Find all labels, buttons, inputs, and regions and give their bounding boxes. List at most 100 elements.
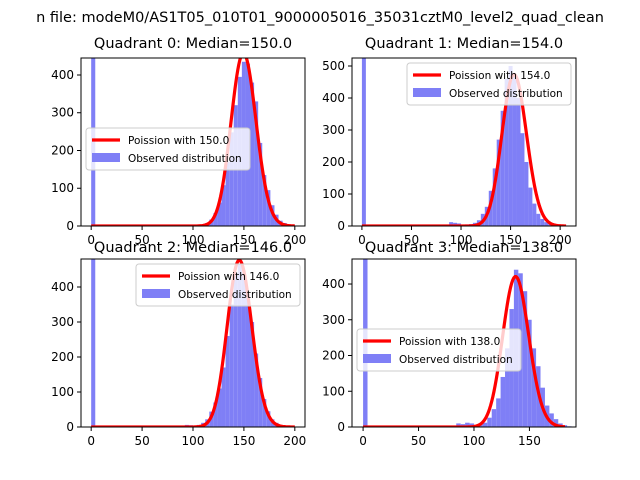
histogram-bar: [531, 348, 537, 427]
y-tick-label: 0: [337, 420, 345, 434]
subplot-title-1: Quadrant 1: Median=154.0: [365, 36, 563, 52]
histogram-bar: [520, 133, 525, 226]
histogram-bar: [549, 413, 554, 427]
figure-suptitle: n file: modeM0/AS1T05_010T01_9000005016_…: [36, 10, 604, 26]
histogram-bar: [254, 353, 259, 427]
x-tick-label: 50: [404, 233, 419, 247]
x-tick-label: 50: [411, 434, 426, 448]
y-tick-label: 400: [322, 91, 345, 105]
histogram-zero-bar: [91, 259, 96, 427]
histogram-bar: [487, 417, 492, 427]
x-tick-label: 100: [450, 233, 473, 247]
x-tick-label: 150: [232, 434, 255, 448]
histogram-bar: [512, 75, 517, 226]
histogram-bar: [449, 222, 454, 226]
histogram-bar: [245, 294, 251, 427]
histogram-bar: [237, 264, 242, 427]
x-tick-label: 100: [463, 434, 486, 448]
histogram-bar: [508, 66, 513, 226]
histogram-bar: [528, 187, 533, 226]
histogram-bar: [213, 402, 218, 427]
histogram-bar: [229, 304, 234, 427]
y-tick-label: 300: [51, 106, 74, 120]
y-tick-label: 200: [322, 349, 345, 363]
histogram-bar: [258, 142, 263, 226]
legend-box: [356, 328, 522, 372]
y-tick-label: 400: [322, 277, 345, 291]
subplot-title-3: Quadrant 3: Median=138.0: [365, 240, 563, 256]
x-tick-label: 0: [358, 233, 366, 247]
x-tick-label: 200: [549, 233, 572, 247]
histogram-bar: [213, 213, 218, 226]
subplot-quadrant-3: Quadrant 3: Median=138.0 0 50 100 150 0 100 20…: [322, 240, 577, 448]
histogram-bar: [500, 376, 506, 427]
legend: Poission with 150.0 Observed distribution: [85, 127, 251, 171]
histogram-bar: [491, 409, 497, 427]
histogram-bar: [505, 348, 510, 427]
histogram-bar: [217, 388, 222, 427]
histogram-bar: [540, 218, 545, 226]
y-tick-label: 300: [322, 123, 345, 137]
legend-hist-swatch: [92, 153, 120, 162]
y-tick-label: 200: [51, 143, 74, 157]
histogram-bar: [229, 132, 234, 226]
legend-curve-label: Poission with 146.0: [178, 271, 279, 283]
histogram-bar: [536, 213, 541, 226]
y-tick-label: 0: [66, 420, 74, 434]
y-tick-label: 100: [51, 385, 74, 399]
legend-hist-swatch: [363, 354, 391, 363]
histogram-bar: [241, 273, 246, 427]
y-tick-label: 0: [337, 219, 345, 233]
x-tick-label: 50: [134, 233, 149, 247]
histogram-bar: [527, 319, 532, 427]
histogram-bar: [500, 110, 505, 226]
histogram-bar: [504, 78, 509, 226]
legend-box: [85, 127, 251, 171]
legend-box: [406, 62, 572, 106]
y-tick-label: 400: [51, 68, 74, 82]
histogram-bar: [262, 399, 267, 427]
x-tick-label: 200: [283, 434, 306, 448]
legend-hist-swatch: [142, 289, 170, 298]
legend: Poission with 154.0 Observed distribution: [406, 62, 572, 106]
histogram-bar: [532, 203, 537, 226]
legend-hist-label: Observed distribution: [128, 153, 242, 165]
legend: Poission with 138.0 Observed distribution: [356, 328, 522, 372]
histogram-bar: [522, 291, 528, 427]
subplot-quadrant-1: Quadrant 1: Median=154.0 0 50 100 150 200 0 10…: [322, 36, 577, 247]
legend-hist-swatch: [413, 88, 441, 97]
x-tick-label: 200: [283, 233, 306, 247]
histogram-bar: [262, 175, 267, 226]
histogram-bar: [221, 367, 226, 427]
histogram-bar: [524, 162, 529, 226]
histogram-bar: [496, 398, 501, 427]
histogram-bar: [492, 168, 497, 226]
histogram-bar: [266, 190, 271, 226]
legend-curve-label: Poission with 150.0: [128, 135, 229, 147]
legend-curve-label: Poission with 138.0: [399, 336, 500, 348]
histogram-bar: [266, 411, 271, 427]
legend-box: [135, 263, 301, 307]
subplot-title-2: Quadrant 2: Median=146.0: [94, 240, 292, 256]
histogram-zero-bar: [361, 58, 366, 226]
axes-frame: [351, 57, 577, 227]
x-tick-label: 150: [232, 233, 255, 247]
histogram-bar: [496, 139, 501, 226]
histogram-bar: [553, 419, 559, 427]
histogram-bar: [544, 222, 549, 226]
y-tick-label: 100: [322, 384, 345, 398]
y-tick-label: 400: [51, 280, 74, 294]
y-tick-label: 100: [322, 187, 345, 201]
histogram-bar: [258, 378, 263, 427]
histogram-bar: [221, 185, 226, 226]
histogram-bar: [465, 422, 470, 427]
subplot-quadrant-0: Quadrant 0: Median=150.0 0 50 100 150 200 0 10…: [51, 36, 306, 247]
subplot-title-0: Quadrant 0: Median=150.0: [94, 36, 292, 52]
histogram-bar: [254, 101, 259, 226]
y-tick-label: 0: [66, 219, 74, 233]
x-tick-label: 100: [182, 233, 205, 247]
histogram-bar: [482, 422, 488, 427]
x-tick-label: 150: [499, 233, 522, 247]
histogram-bar: [516, 98, 521, 226]
